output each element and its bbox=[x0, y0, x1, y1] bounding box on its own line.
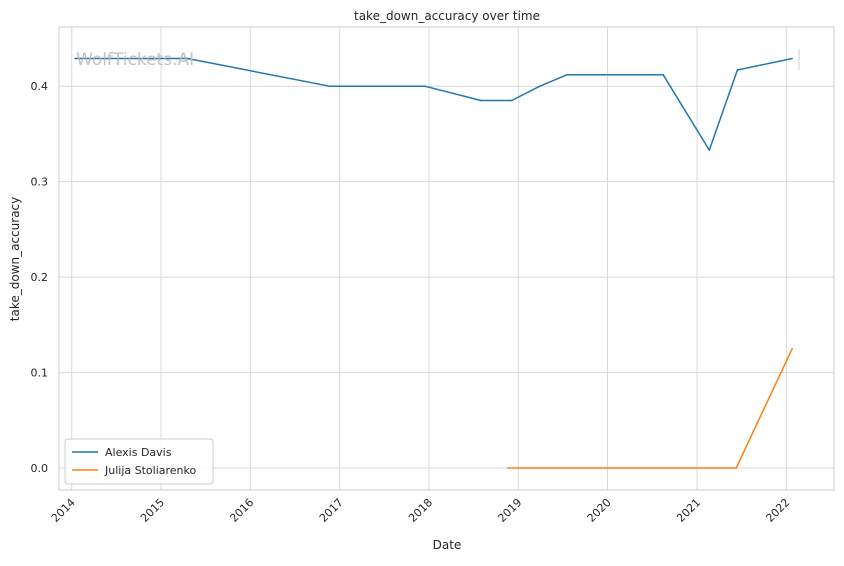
series-layer bbox=[74, 57, 793, 469]
x-axis-label: Date bbox=[433, 538, 462, 552]
legend: Alexis Davis Julija Stoliarenko bbox=[64, 438, 214, 485]
data-point-alexis-davis-8 bbox=[662, 73, 664, 76]
data-point-julija-stoliarenko-1 bbox=[735, 467, 737, 469]
legend-label-alexis-davis: Alexis Davis bbox=[105, 446, 172, 459]
y-tick-label-0.2: 0.2 bbox=[31, 271, 49, 284]
legend-box bbox=[64, 438, 214, 485]
data-point-alexis-davis-1 bbox=[186, 57, 189, 60]
watermark-text: WolfTickets.AI bbox=[76, 50, 194, 70]
data-point-julija-stoliarenko-0 bbox=[507, 467, 509, 469]
data-point-alexis-davis-0 bbox=[74, 57, 76, 60]
y-tick-label-0.3: 0.3 bbox=[31, 176, 49, 189]
data-point-alexis-davis-11 bbox=[791, 57, 793, 60]
data-point-alexis-davis-9 bbox=[708, 149, 711, 151]
data-point-alexis-davis-5 bbox=[510, 99, 513, 102]
plot-frame bbox=[58, 26, 835, 491]
y-tick-label-0.1: 0.1 bbox=[31, 367, 49, 380]
data-point-alexis-davis-2 bbox=[328, 85, 331, 87]
y-tick-label-0.0: 0.0 bbox=[31, 462, 49, 475]
data-point-alexis-davis-6 bbox=[538, 85, 541, 87]
data-point-alexis-davis-10 bbox=[736, 69, 739, 71]
legend-label-julija-stoliarenko: Julija Stoliarenko bbox=[104, 464, 196, 477]
y-tick-label-0.4: 0.4 bbox=[31, 80, 49, 93]
data-point-julija-stoliarenko-2 bbox=[791, 347, 793, 350]
data-point-alexis-davis-7 bbox=[566, 73, 568, 76]
data-point-alexis-davis-4 bbox=[480, 99, 482, 102]
data-point-alexis-davis-3 bbox=[424, 85, 426, 87]
series-line-alexis-davis bbox=[75, 57, 793, 151]
chart-title: take_down_accuracy over time bbox=[354, 9, 540, 23]
y-axis-label: take_down_accuracy bbox=[8, 197, 22, 321]
